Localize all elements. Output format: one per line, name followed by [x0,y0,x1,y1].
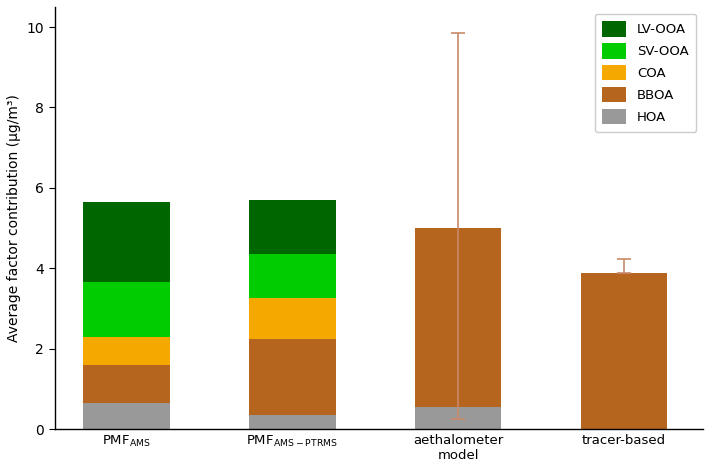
Bar [83,282,170,337]
Bar [83,403,170,429]
Bar [581,273,667,429]
Legend: LV-OOA, SV-OOA, COA, BBOA, HOA: LV-OOA, SV-OOA, COA, BBOA, HOA [594,14,697,132]
Bar [83,365,170,403]
Bar [83,337,170,365]
Bar [249,298,336,339]
Bar [249,415,336,429]
Bar [415,407,501,429]
Y-axis label: Average factor contribution (μg/m³): Average factor contribution (μg/m³) [7,94,21,342]
Bar [249,339,336,415]
Bar [415,228,501,407]
Bar [83,202,170,282]
Bar [249,200,336,254]
Bar [249,254,336,298]
